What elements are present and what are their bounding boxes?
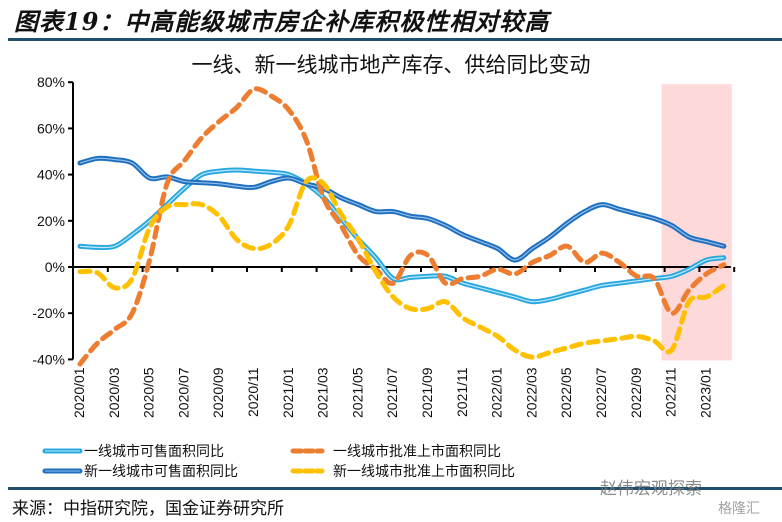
y-tick-label: -20%: [32, 305, 65, 321]
series-2-line-highlight: [79, 157, 724, 261]
legend-label: 新一线城市可售面积同比: [84, 463, 238, 480]
series-1-line-highlight: [79, 169, 724, 303]
axes: 80% 60% 40% 20% 0% -20% -40% 2020/01 2020/03 2020…: [32, 74, 736, 418]
y-tick-label: 0%: [45, 259, 65, 275]
y-tick-label: 40%: [37, 167, 65, 183]
chart-title: 一线、新一线城市地产库存、供给同比变动: [191, 53, 591, 77]
legend-item: 一线城市可售面积同比: [42, 443, 224, 460]
legend-label: 新一线城市批准上市面积同比: [333, 463, 515, 480]
legend-item: 新一线城市可售面积同比: [42, 463, 238, 480]
y-tick-label: 60%: [37, 120, 65, 136]
highlight-layer: [661, 84, 732, 361]
x-tick-label: 2020/01: [71, 367, 87, 418]
x-tick-label: 2022/01: [489, 367, 505, 418]
figure-title: 图表19：中高能级城市房企补库积极性相对较高: [14, 7, 550, 36]
y-tick-label: 80%: [37, 74, 65, 90]
x-tick-label: 2020/11: [245, 367, 261, 417]
y-tick-label: -40%: [32, 351, 65, 367]
source-note: 来源：中指研究院，国金证券研究所: [12, 499, 284, 519]
x-tick-label: 2022/07: [593, 367, 609, 418]
y-tick-label: 20%: [37, 213, 65, 229]
series-layer: [77, 86, 727, 367]
top-divider: [8, 38, 782, 41]
x-tick-label: 2021/07: [384, 367, 400, 418]
watermark-secondary: 格隆汇: [718, 501, 760, 517]
x-tick-label: 2021/03: [315, 367, 331, 418]
x-tick-label: 2021/05: [349, 367, 365, 418]
x-tick-label: 2022/11: [663, 367, 679, 417]
x-tick-label: 2020/05: [141, 367, 157, 418]
x-tick-label: 2021/11: [454, 367, 470, 417]
legend-item: 一线城市批准上市面积同比: [290, 443, 501, 460]
x-tick-label: 2021/01: [280, 367, 296, 418]
x-tick-label: 2022/09: [628, 367, 644, 418]
legend-label: 一线城市可售面积同比: [84, 443, 224, 460]
series-4-line: [77, 175, 727, 360]
x-tick-label: 2022/05: [558, 367, 574, 418]
legend-item: 新一线城市批准上市面积同比: [290, 463, 515, 480]
series-3-line: [77, 86, 727, 367]
legend-label: 一线城市批准上市面积同比: [333, 443, 501, 460]
watermark: 赵伟宏观探索: [600, 479, 702, 499]
x-tick-label: 2021/09: [419, 367, 435, 418]
series-2-line: [77, 155, 727, 263]
highlight-band: [661, 84, 732, 361]
x-tick-label: 2020/03: [106, 367, 122, 418]
x-tick-label: 2020/07: [175, 367, 191, 418]
bottom-divider: [8, 487, 782, 490]
x-tick-label: 2023/01: [697, 367, 713, 418]
x-tick-label: 2020/09: [210, 367, 226, 418]
x-tick-label: 2022/03: [523, 367, 539, 418]
